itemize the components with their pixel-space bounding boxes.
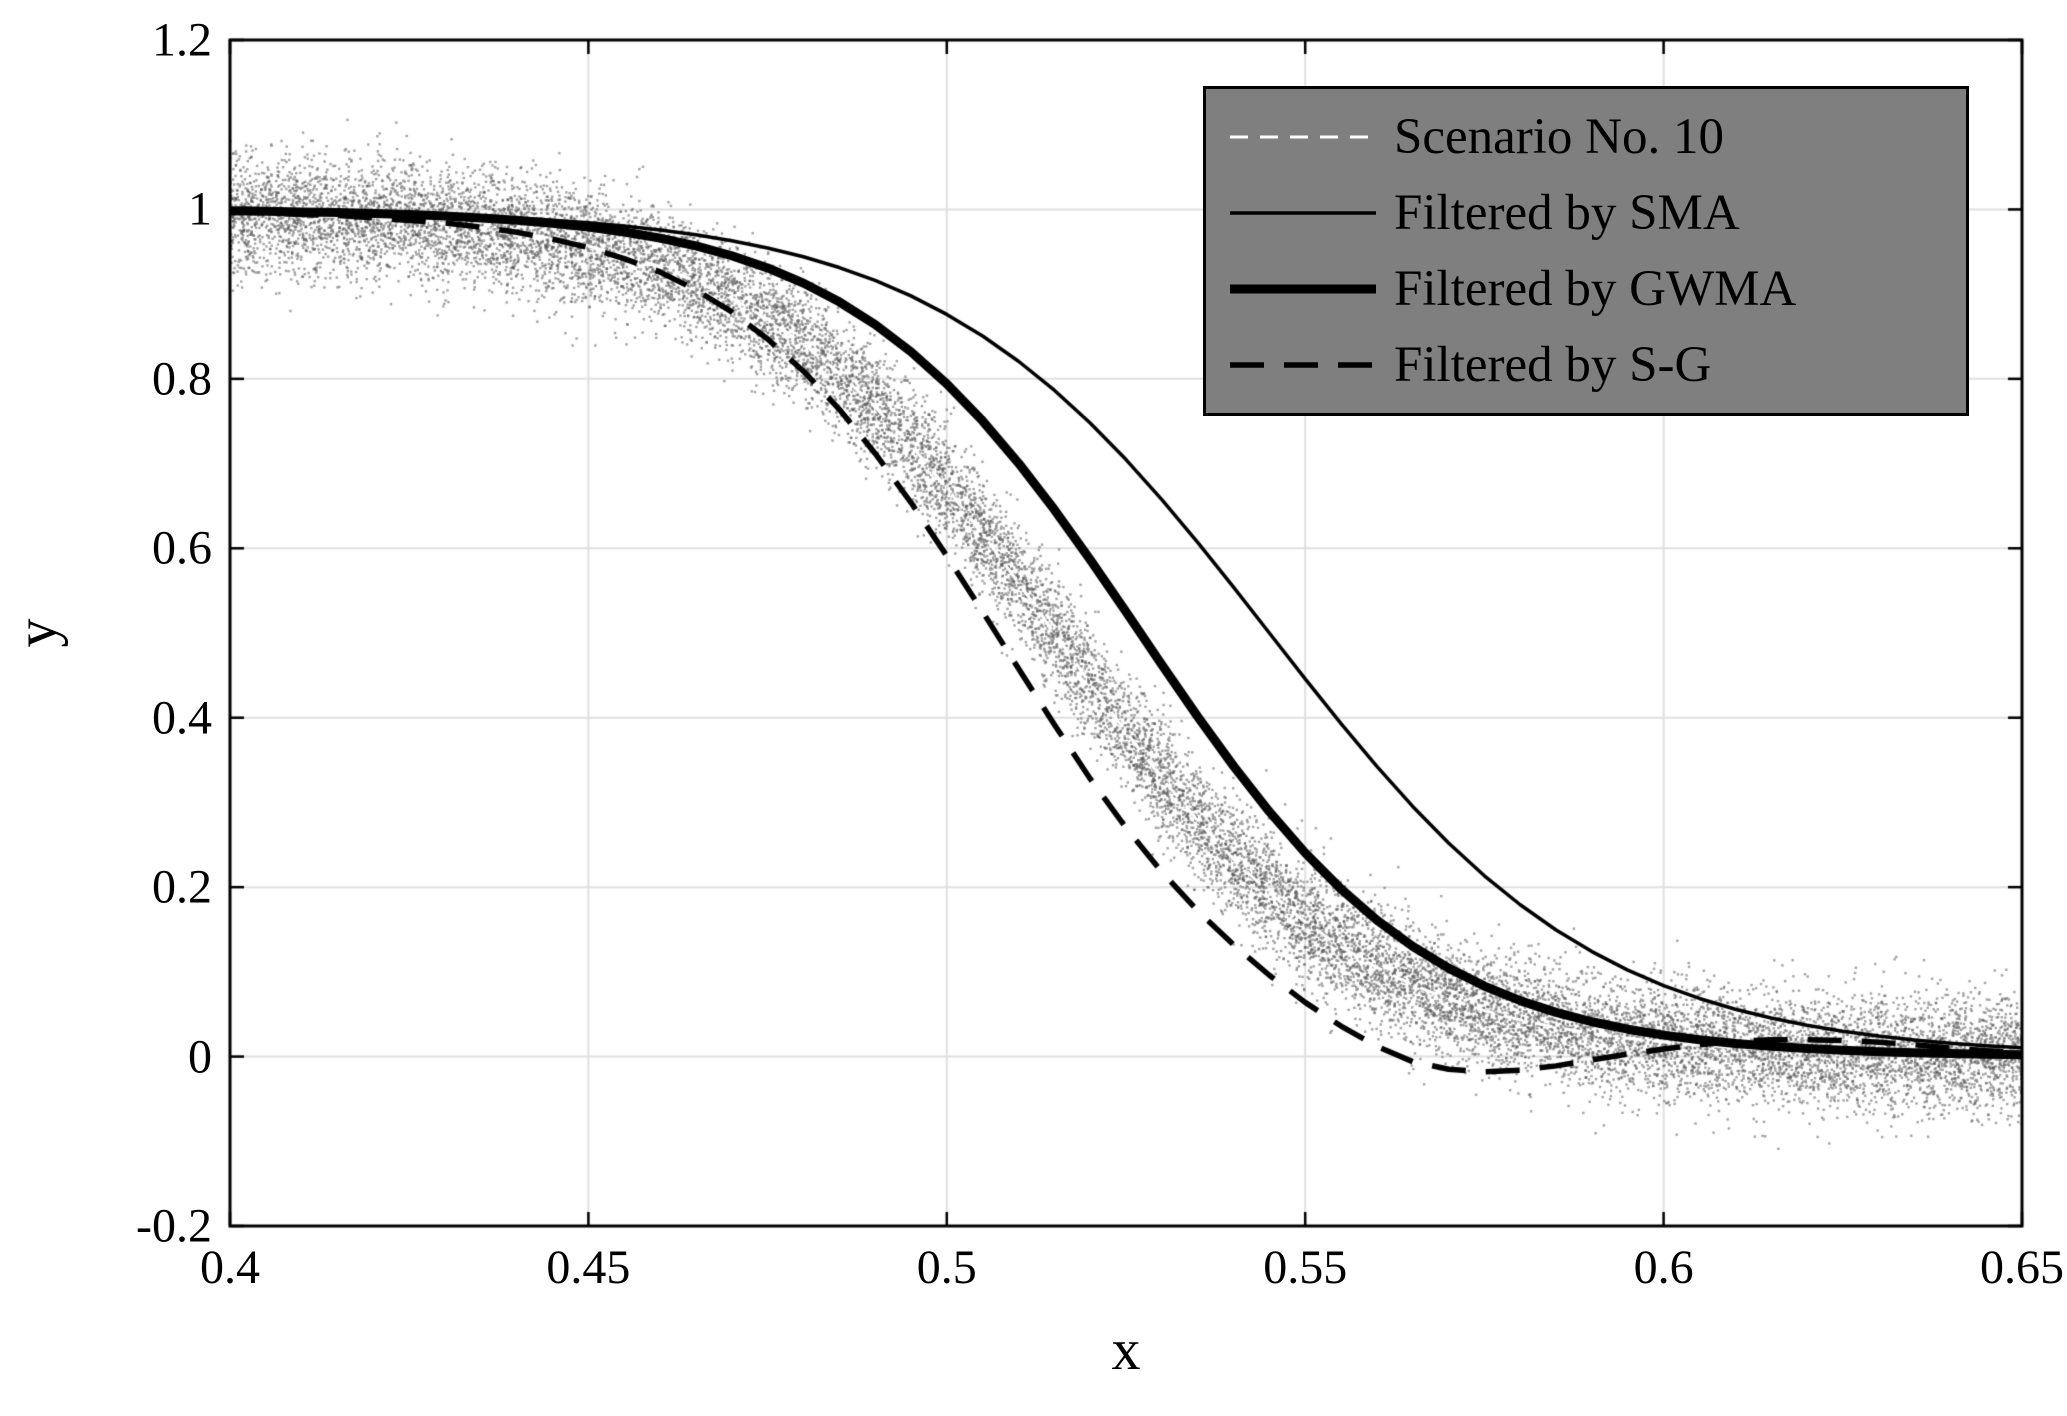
- y-tick-label: 1.2: [152, 13, 212, 67]
- x-tick-label: 0.65: [1980, 1241, 2064, 1294]
- x-axis-label: x: [1111, 1317, 1141, 1382]
- y-tick-label: -0.2: [136, 1199, 212, 1253]
- y-tick-label: 1: [188, 182, 212, 236]
- legend-line-sample: [1230, 362, 1376, 368]
- y-tick-label: 0.2: [152, 860, 212, 914]
- legend-line-sample: [1230, 135, 1376, 139]
- legend-item: Filtered by GWMA: [1228, 261, 1956, 317]
- x-tick-label: 0.55: [1263, 1241, 1348, 1294]
- legend-line-sample: [1230, 211, 1376, 215]
- x-tick-label: 0.5: [916, 1241, 977, 1294]
- legend-item: Scenario No. 10: [1228, 109, 1956, 165]
- legend-line-sample: [1230, 284, 1376, 294]
- x-tick-label: 0.4: [200, 1241, 260, 1294]
- x-tick-label: 0.45: [546, 1241, 631, 1294]
- legend: Scenario No. 10 Filtered by SMA Filtered b…: [1203, 86, 1969, 416]
- legend-item: Filtered by SMA: [1228, 185, 1956, 241]
- y-tick-label: 0.4: [152, 691, 212, 745]
- legend-item: Filtered by S-G: [1228, 337, 1956, 393]
- legend-item-label: Filtered by GWMA: [1394, 260, 1797, 317]
- y-tick-label: 0: [188, 1030, 212, 1084]
- y-tick-label: 0.6: [152, 521, 212, 575]
- legend-item-label: Filtered by SMA: [1394, 184, 1740, 241]
- legend-item-label: Filtered by S-G: [1394, 336, 1712, 393]
- y-tick-label: 0.8: [152, 352, 212, 406]
- x-tick-label: 0.6: [1633, 1241, 1694, 1294]
- legend-item-label: Scenario No. 10: [1394, 108, 1725, 165]
- y-axis-label: y: [3, 618, 69, 648]
